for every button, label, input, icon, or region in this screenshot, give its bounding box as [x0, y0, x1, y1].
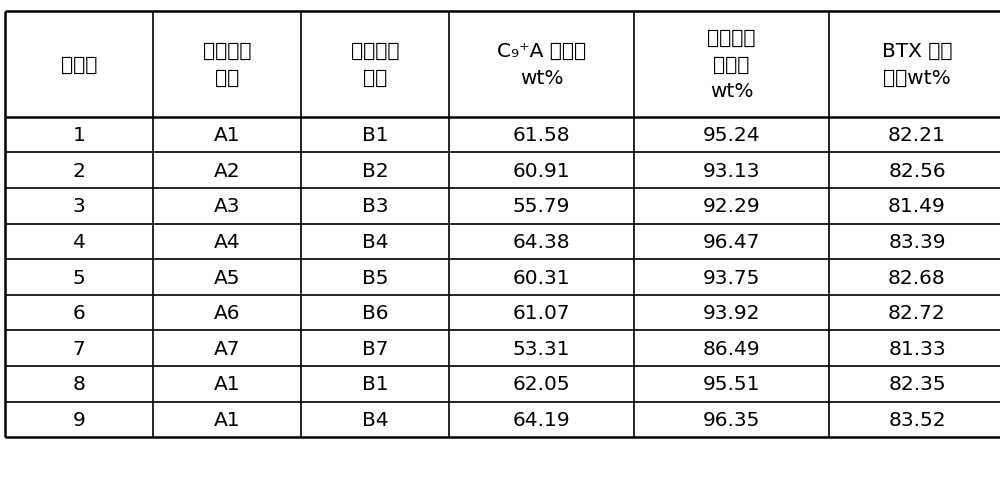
Text: B4: B4 [362, 410, 388, 429]
Text: A4: A4 [214, 232, 240, 252]
Text: B1: B1 [362, 126, 388, 145]
Text: 8: 8 [73, 374, 85, 394]
Text: A1: A1 [214, 126, 240, 145]
Text: 81.33: 81.33 [888, 339, 946, 358]
Text: B5: B5 [362, 268, 388, 287]
Text: 92.29: 92.29 [703, 197, 760, 216]
Text: 61.07: 61.07 [513, 303, 570, 323]
Text: B2: B2 [362, 161, 388, 180]
Text: 9: 9 [73, 410, 85, 429]
Text: 实施例: 实施例 [61, 55, 97, 74]
Text: 64.19: 64.19 [513, 410, 570, 429]
Text: A2: A2 [214, 161, 240, 180]
Text: 61.58: 61.58 [513, 126, 570, 145]
Text: 83.52: 83.52 [888, 410, 946, 429]
Text: 化剂: 化剂 [215, 69, 239, 87]
Text: 60.31: 60.31 [513, 268, 570, 287]
Text: 93.92: 93.92 [703, 303, 760, 323]
Text: C₉⁺A 转化率: C₉⁺A 转化率 [497, 42, 586, 61]
Text: B6: B6 [362, 303, 388, 323]
Text: 4: 4 [73, 232, 85, 252]
Text: 性，wt%: 性，wt% [883, 69, 951, 87]
Text: 82.72: 82.72 [888, 303, 946, 323]
Text: B1: B1 [362, 374, 388, 394]
Text: 第二类催: 第二类催 [351, 42, 399, 61]
Text: 82.68: 82.68 [888, 268, 946, 287]
Text: 第一类催: 第一类催 [203, 42, 251, 61]
Text: 5: 5 [73, 268, 85, 287]
Text: 95.51: 95.51 [703, 374, 760, 394]
Text: 83.39: 83.39 [888, 232, 946, 252]
Text: 82.56: 82.56 [888, 161, 946, 180]
Text: 96.47: 96.47 [703, 232, 760, 252]
Text: 2: 2 [73, 161, 85, 180]
Text: 82.35: 82.35 [888, 374, 946, 394]
Text: 86.49: 86.49 [703, 339, 760, 358]
Text: 82.21: 82.21 [888, 126, 946, 145]
Text: 60.91: 60.91 [513, 161, 570, 180]
Text: 3: 3 [73, 197, 85, 216]
Text: wt%: wt% [710, 82, 753, 101]
Text: wt%: wt% [520, 69, 563, 87]
Text: 95.24: 95.24 [703, 126, 760, 145]
Text: 81.49: 81.49 [888, 197, 946, 216]
Text: 93.75: 93.75 [703, 268, 760, 287]
Text: A6: A6 [214, 303, 240, 323]
Text: 53.31: 53.31 [513, 339, 570, 358]
Text: 化率，: 化率， [713, 55, 750, 74]
Text: B7: B7 [362, 339, 388, 358]
Text: B4: B4 [362, 232, 388, 252]
Text: 化剂: 化剂 [363, 69, 387, 87]
Text: 1: 1 [73, 126, 85, 145]
Text: BTX 选择: BTX 选择 [882, 42, 952, 61]
Text: 55.79: 55.79 [513, 197, 570, 216]
Text: A1: A1 [214, 374, 240, 394]
Text: 64.38: 64.38 [513, 232, 570, 252]
Text: A7: A7 [214, 339, 240, 358]
Text: 96.35: 96.35 [703, 410, 760, 429]
Text: 7: 7 [73, 339, 85, 358]
Text: 62.05: 62.05 [513, 374, 570, 394]
Text: B3: B3 [362, 197, 388, 216]
Text: 93.13: 93.13 [703, 161, 760, 180]
Text: 萘系物转: 萘系物转 [707, 29, 756, 48]
Text: A1: A1 [214, 410, 240, 429]
Text: 6: 6 [73, 303, 85, 323]
Text: A3: A3 [214, 197, 240, 216]
Text: A5: A5 [214, 268, 240, 287]
